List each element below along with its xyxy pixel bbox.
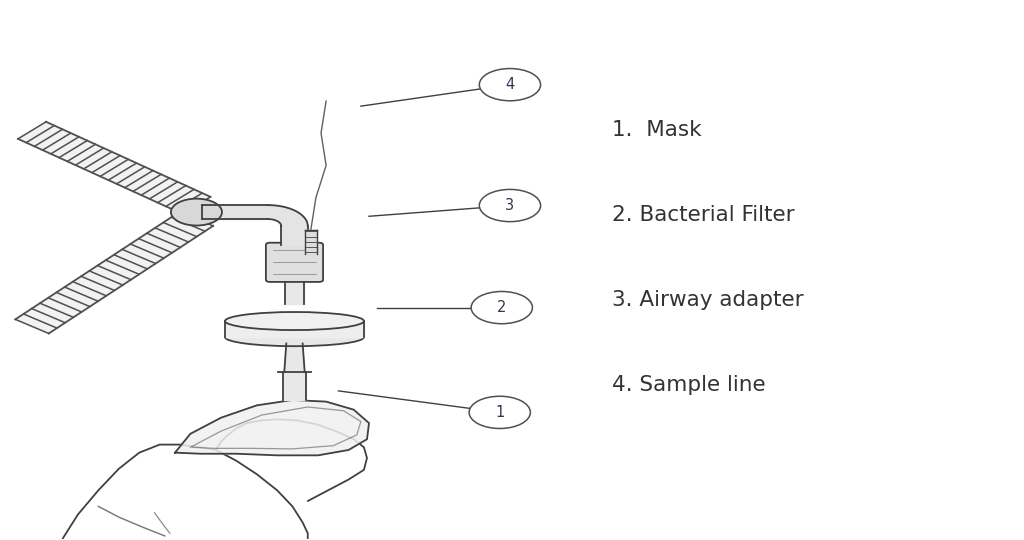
Polygon shape [15, 212, 213, 334]
Text: 2: 2 [497, 300, 507, 315]
Circle shape [171, 199, 222, 226]
Text: 3: 3 [506, 198, 514, 213]
Polygon shape [305, 230, 317, 254]
Polygon shape [175, 400, 369, 455]
Text: 1: 1 [496, 405, 505, 420]
Text: 4. Sample line: 4. Sample line [612, 375, 766, 395]
Circle shape [479, 69, 541, 101]
FancyBboxPatch shape [266, 242, 324, 282]
Circle shape [471, 292, 532, 323]
Circle shape [479, 190, 541, 221]
Polygon shape [18, 122, 211, 214]
Ellipse shape [225, 328, 364, 346]
Polygon shape [286, 280, 304, 304]
Polygon shape [202, 205, 268, 219]
Text: 1.  Mask: 1. Mask [612, 120, 701, 140]
Text: 2. Bacterial Filter: 2. Bacterial Filter [612, 205, 795, 225]
Polygon shape [285, 343, 305, 372]
Ellipse shape [225, 312, 364, 330]
Polygon shape [268, 205, 308, 226]
Circle shape [469, 396, 530, 428]
Polygon shape [284, 372, 306, 400]
Polygon shape [282, 226, 308, 245]
Polygon shape [225, 321, 364, 337]
Text: 3. Airway adapter: 3. Airway adapter [612, 290, 804, 310]
Text: 4: 4 [505, 77, 515, 92]
